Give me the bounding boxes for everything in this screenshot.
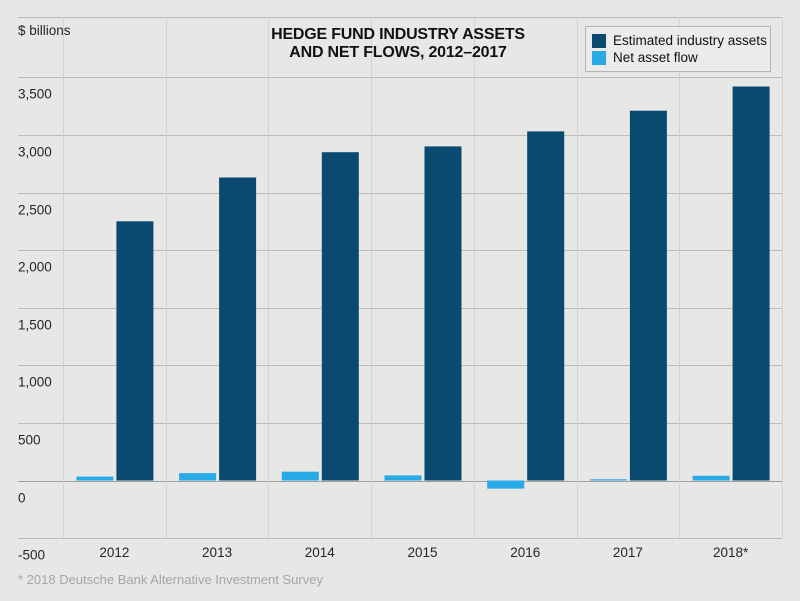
bar-net-asset-flow-2012 bbox=[76, 476, 114, 481]
bar-estimated-assets-2013 bbox=[219, 177, 257, 481]
legend-box: Estimated industry assets Net asset flow bbox=[585, 26, 771, 72]
bar-estimated-assets-2015 bbox=[424, 146, 462, 481]
x-tick-label-2017: 2017 bbox=[613, 545, 643, 560]
bar-estimated-assets-2017 bbox=[629, 110, 667, 481]
y-tick-label-1000: 1,000 bbox=[18, 375, 52, 390]
y-tick-label-2000: 2,000 bbox=[18, 260, 52, 275]
chart-title-line-1: HEDGE FUND INDUSTRY ASSETS bbox=[271, 26, 525, 43]
y-axis-unit-label: $ billions bbox=[18, 23, 71, 38]
x-tick-label-2013: 2013 bbox=[202, 545, 232, 560]
legend-item-net-asset-flow: Net asset flow bbox=[592, 49, 764, 66]
bar-net-asset-flow-2015 bbox=[384, 475, 422, 481]
legend-label: Estimated industry assets bbox=[613, 33, 767, 48]
legend-swatch-light-blue bbox=[592, 50, 606, 65]
bar-estimated-assets-2016 bbox=[527, 131, 565, 481]
y-tick-label-2500: 2,500 bbox=[18, 203, 52, 218]
bar-net-asset-flow-2013 bbox=[179, 473, 217, 481]
legend-swatch-dark-blue bbox=[592, 33, 606, 48]
bar-estimated-assets-2018 bbox=[732, 86, 770, 481]
chart-title: HEDGE FUND INDUSTRY ASSETS AND NET FLOWS… bbox=[98, 26, 698, 62]
y-tick-label-1500: 1,500 bbox=[18, 318, 52, 333]
legend-item-estimated-industry-assets: Estimated industry assets bbox=[592, 32, 767, 49]
chart-title-line-2: AND NET FLOWS, 2012–2017 bbox=[289, 44, 507, 61]
x-tick-label-2012: 2012 bbox=[99, 545, 129, 560]
bar-net-asset-flow-2018 bbox=[692, 475, 730, 481]
x-tick-label-2014: 2014 bbox=[305, 545, 336, 560]
bar-net-asset-flow-2014 bbox=[281, 471, 319, 481]
x-tick-label-2015: 2015 bbox=[407, 545, 437, 560]
y-tick-label-3000: 3,000 bbox=[18, 145, 52, 160]
y-tick-label-3500: 3,500 bbox=[18, 87, 52, 102]
bar-net-asset-flow-2016 bbox=[487, 480, 525, 489]
bar-net-asset-flow-2017 bbox=[589, 479, 627, 481]
bar-estimated-assets-2012 bbox=[116, 221, 154, 481]
x-tick-label-2016: 2016 bbox=[510, 545, 540, 560]
x-tick-label-2018: 2018* bbox=[713, 545, 749, 560]
legend-label: Net asset flow bbox=[613, 50, 698, 65]
y-tick-label-500: 500 bbox=[18, 433, 41, 448]
y-tick-label-0: 0 bbox=[18, 491, 26, 506]
source-footnote: * 2018 Deutsche Bank Alternative Investm… bbox=[18, 572, 323, 587]
y-tick-label--500: -500 bbox=[18, 548, 45, 563]
bar-estimated-assets-2014 bbox=[321, 152, 359, 481]
